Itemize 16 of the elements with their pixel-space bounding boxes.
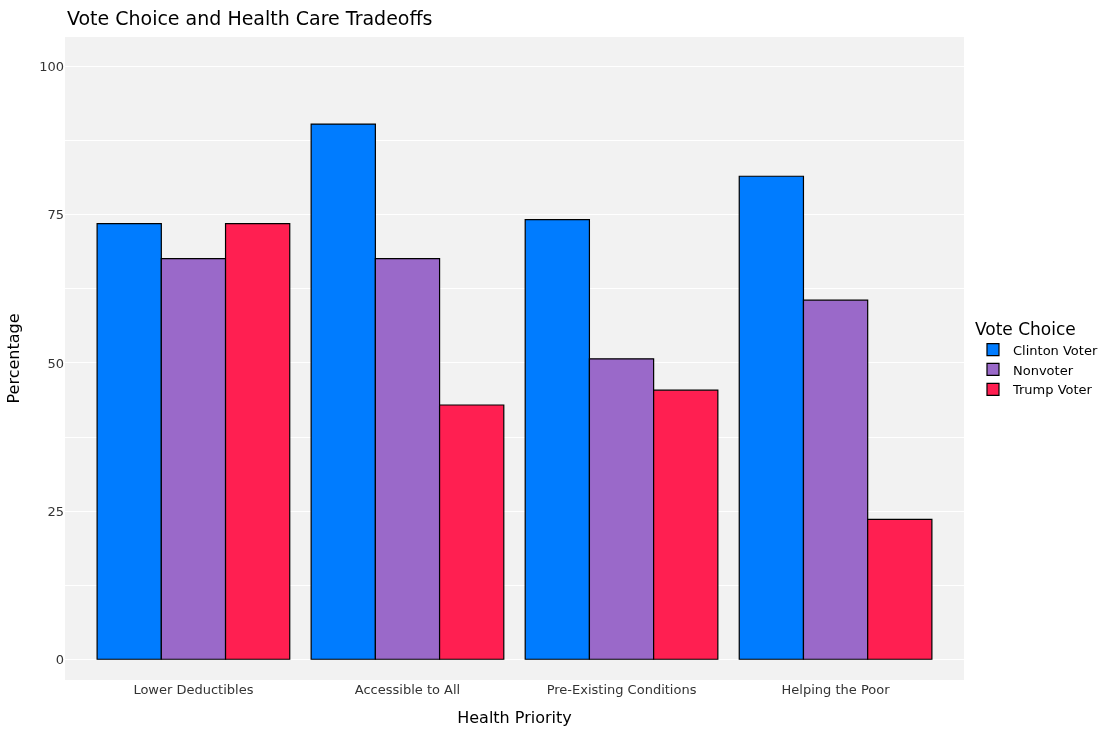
y-tick-label: 100 xyxy=(39,59,64,75)
legend-label: Clinton Voter xyxy=(1012,342,1098,358)
y-axis-title: Percentage xyxy=(4,313,24,404)
x-axis-title: Health Priority xyxy=(457,707,572,727)
x-tick-label: Accessible to All xyxy=(354,682,461,697)
legend-label: Trump Voter xyxy=(1011,382,1093,398)
y-tick-label: 0 xyxy=(55,651,64,667)
chart-title: Vote Choice and Health Care Tradeoffs xyxy=(66,6,433,29)
x-tick-label: Helping the Poor xyxy=(781,682,891,697)
legend-label: Nonvoter xyxy=(1012,362,1074,378)
x-tick-label: Pre-Existing Conditions xyxy=(546,682,697,697)
y-tick-label: 50 xyxy=(47,355,64,371)
y-tick-label: 75 xyxy=(47,207,64,223)
x-tick-label: Lower Deductibles xyxy=(133,682,254,697)
y-tick-label: 25 xyxy=(47,503,64,519)
legend-title: Vote Choice xyxy=(974,318,1076,339)
